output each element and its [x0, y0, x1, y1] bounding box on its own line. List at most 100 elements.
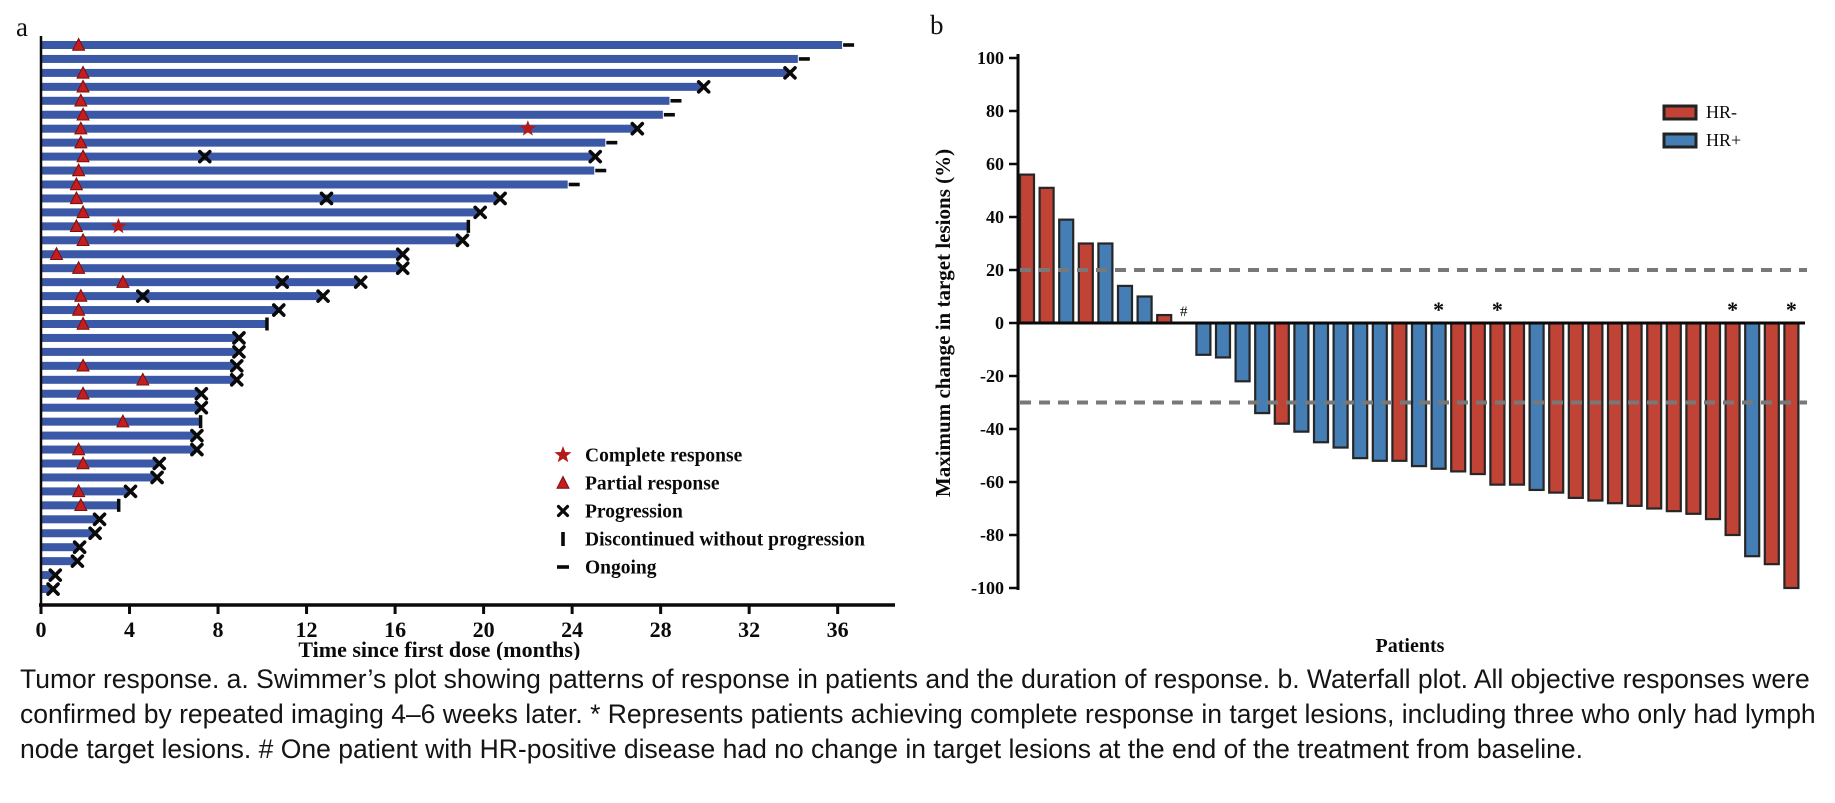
swimmer-x-tick-label: 12 [296, 617, 318, 642]
progression-marker [395, 261, 410, 276]
swimmer-bar [41, 124, 637, 133]
legend-x-icon [556, 504, 570, 518]
progression-marker [275, 275, 290, 289]
complete-response-asterisk: * [1433, 297, 1444, 322]
waterfall-bar [1548, 321, 1565, 494]
panel-a-label: a [16, 12, 28, 42]
waterfall-bar [1450, 321, 1467, 473]
swimmer-bar [41, 557, 77, 566]
progression-marker [152, 456, 167, 471]
legend-hr-negative-swatch [1662, 104, 1698, 121]
waterfall-bar [1626, 321, 1643, 507]
swimmer-bar [41, 180, 568, 189]
swimmer-legend-label: Progression [585, 502, 683, 523]
progression-marker [190, 428, 204, 443]
swimmer-x-tick-label: 20 [473, 617, 495, 642]
progression-marker [194, 400, 209, 415]
swimmer-bar [41, 166, 595, 175]
ongoing-marker [798, 57, 810, 61]
ongoing-marker [595, 168, 607, 173]
partial-response-marker [74, 288, 88, 302]
waterfall-y-tick-label: -40 [980, 419, 1004, 439]
waterfall-bar [1136, 295, 1153, 325]
waterfall-bar [1097, 242, 1114, 325]
swimmer-bar [41, 431, 196, 440]
progression-marker [473, 205, 487, 220]
partial-response-marker [74, 93, 88, 107]
swimmer-bar [41, 529, 95, 538]
swimmer-bar [41, 250, 402, 259]
partial-response-marker [136, 372, 150, 386]
waterfall-bar [1214, 321, 1232, 359]
waterfall-y-tick-label: -100 [971, 578, 1004, 598]
progression-marker [630, 121, 645, 136]
complete-response-asterisk: * [1727, 297, 1738, 322]
partial-response-marker [71, 37, 86, 51]
partial-response-marker [71, 483, 86, 498]
swimmer-bar [41, 194, 500, 203]
partial-response-marker [76, 386, 90, 400]
swimmer-bar [41, 110, 663, 119]
swimmer-bar [41, 403, 201, 412]
ongoing-marker [568, 182, 580, 187]
discontinued-marker [265, 317, 269, 331]
progression-marker [696, 80, 711, 94]
swimmer-bar [41, 292, 323, 301]
partial-response-marker [76, 204, 90, 219]
legend-triangle-icon [556, 475, 570, 489]
legend-ongoing-icon [557, 565, 569, 569]
waterfall-bar [1038, 186, 1055, 325]
waterfall-bar [1430, 321, 1447, 470]
swimmer-x-tick-label: 24 [561, 617, 583, 642]
discontinued-marker [116, 498, 121, 512]
swimmer-legend-label: Complete response [585, 446, 743, 467]
ongoing-marker [843, 43, 855, 47]
swimmer-bar [41, 389, 201, 398]
ongoing-marker [663, 112, 675, 117]
partial-response-marker [116, 414, 130, 428]
swimmer-legend-label: Ongoing [585, 558, 657, 579]
ongoing-marker [670, 99, 682, 103]
swimmer-legend-label: Discontinued without progression [585, 530, 865, 551]
progression-marker [493, 191, 507, 206]
waterfall-bar [1646, 321, 1663, 510]
partial-response-marker [74, 135, 88, 149]
swimmer-bar [41, 152, 595, 161]
partial-response-marker [69, 190, 84, 205]
partial-response-marker [74, 121, 88, 135]
no-change-hash: # [1180, 304, 1188, 320]
progression-marker [72, 540, 87, 555]
waterfall-bar [1587, 321, 1604, 502]
partial-response-marker [71, 302, 86, 316]
waterfall-bar [1234, 321, 1251, 383]
swimmer-bar [41, 96, 670, 105]
complete-response-marker [110, 217, 127, 234]
waterfall-y-tick-label: 60 [986, 154, 1004, 174]
waterfall-bar [1410, 321, 1428, 468]
waterfall-y-tick-label: 0 [995, 313, 1004, 333]
complete-response-marker [519, 120, 536, 136]
waterfall-bar [1273, 321, 1290, 425]
caption-line-3: node target lesions. # One patient with … [20, 734, 1583, 764]
progression-marker [229, 372, 244, 387]
swimmer-bar [41, 320, 267, 328]
progression-marker [190, 442, 204, 457]
waterfall-y-tick-label: 40 [986, 207, 1004, 227]
waterfall-bar [1195, 321, 1212, 356]
swimmer-x-axis-title: Time since first dose (months) [298, 637, 580, 660]
waterfall-y-tick-label: 100 [977, 48, 1004, 68]
partial-response-marker [76, 107, 90, 121]
swimmer-x-tick-label: 32 [738, 617, 760, 642]
waterfall-bar [1077, 242, 1094, 325]
waterfall-bar [1116, 284, 1134, 325]
waterfall-bar [1371, 321, 1388, 462]
progression-marker [123, 484, 138, 499]
waterfall-bar [1391, 321, 1408, 462]
legend-star-icon [554, 446, 572, 463]
waterfall-bar [1704, 321, 1722, 521]
waterfall-bar [1018, 173, 1036, 325]
swimmer-bar [41, 361, 236, 370]
progression-marker [395, 247, 410, 262]
waterfall-bar [1293, 321, 1310, 433]
progression-marker [783, 66, 797, 80]
